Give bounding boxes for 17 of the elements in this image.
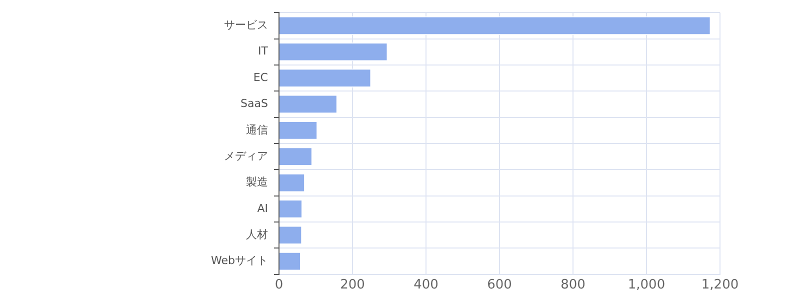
y-tick-label: 人材 <box>246 228 268 241</box>
x-tick-label: 600 <box>487 278 512 293</box>
x-tick-label: 1,000 <box>628 278 666 293</box>
y-tick-label: 通信 <box>246 123 268 136</box>
y-tick-label: 製造 <box>246 176 268 189</box>
y-tick-label: メディア <box>224 149 268 162</box>
x-tick-label: 800 <box>560 278 586 293</box>
y-tick-label: AI <box>257 202 268 215</box>
y-tick-label: サービス <box>224 18 268 32</box>
x-tick-label: 400 <box>414 278 438 293</box>
x-tick-label: 200 <box>340 278 365 293</box>
x-tick-label: 1,200 <box>701 278 739 293</box>
y-tick-label: SaaS <box>240 97 268 110</box>
y-tick-label: EC <box>253 70 268 84</box>
x-tick-label: 0 <box>274 278 284 293</box>
y-tick-label: IT <box>258 44 268 58</box>
y-tick-label: Webサイト <box>211 254 268 268</box>
